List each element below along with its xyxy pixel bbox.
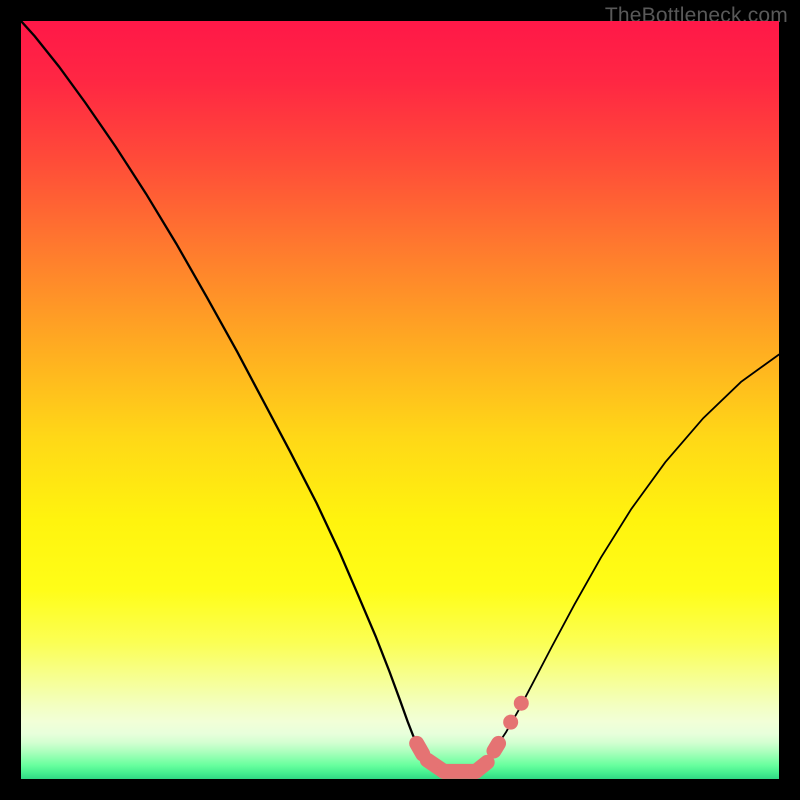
sweet-spot-dot-1 xyxy=(514,696,529,711)
chart-plot-area xyxy=(21,21,779,779)
sweet-spot-segment-0 xyxy=(417,743,423,754)
gradient-background xyxy=(21,21,779,779)
outer-frame: TheBottleneck.com xyxy=(0,0,800,800)
sweet-spot-dot-0 xyxy=(503,715,518,730)
sweet-spot-segment-3 xyxy=(476,762,487,771)
chart-svg xyxy=(21,21,779,779)
sweet-spot-segment-4 xyxy=(494,743,499,751)
